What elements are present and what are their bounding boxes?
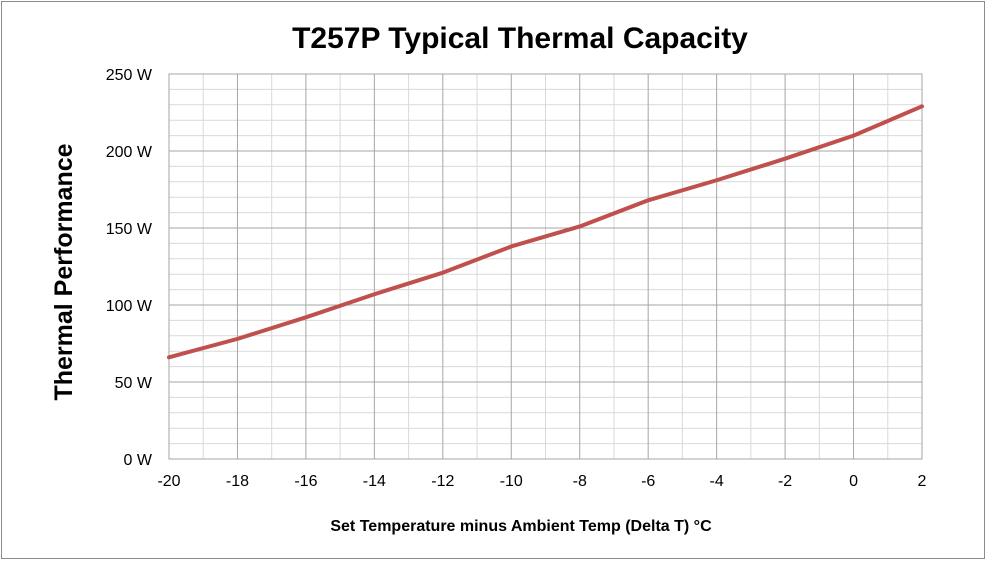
y-tick-label: 100 W [106, 298, 153, 315]
data-point [579, 225, 581, 227]
data-point [373, 293, 375, 295]
y-tick-label: 200 W [106, 144, 153, 161]
x-tick-label: -16 [294, 473, 317, 490]
data-point [442, 272, 444, 274]
x-tick-label: -20 [157, 473, 180, 490]
x-tick-label: -6 [641, 473, 655, 490]
x-tick-label: -18 [226, 473, 249, 490]
x-tick-label: -2 [778, 473, 792, 490]
x-tick-label: -10 [500, 473, 523, 490]
data-point [168, 356, 170, 358]
x-tick-label: -14 [363, 473, 386, 490]
data-point [510, 245, 512, 247]
data-point [784, 158, 786, 160]
y-tick-label: 50 W [115, 375, 153, 392]
x-tick-label: -12 [431, 473, 454, 490]
y-tick-label: 150 W [106, 221, 153, 238]
data-point [921, 105, 923, 107]
plot-border [168, 73, 923, 460]
x-tick-label: -4 [710, 473, 724, 490]
y-axis-label: Thermal Performance [50, 143, 78, 400]
x-tick-label: -8 [573, 473, 587, 490]
y-tick-label: 0 W [124, 452, 153, 469]
data-point [647, 199, 649, 201]
data-point [305, 316, 307, 318]
data-point [236, 338, 238, 340]
chart-title: T257P Typical Thermal Capacity [292, 22, 748, 55]
data-point [716, 179, 718, 181]
x-axis-label: Set Temperature minus Ambient Temp (Delt… [330, 518, 712, 535]
y-tick-label: 250 W [106, 67, 153, 84]
x-tick-label: 2 [918, 473, 927, 490]
data-point [853, 135, 855, 137]
series-line [167, 104, 924, 360]
x-tick-label: 0 [849, 473, 858, 490]
